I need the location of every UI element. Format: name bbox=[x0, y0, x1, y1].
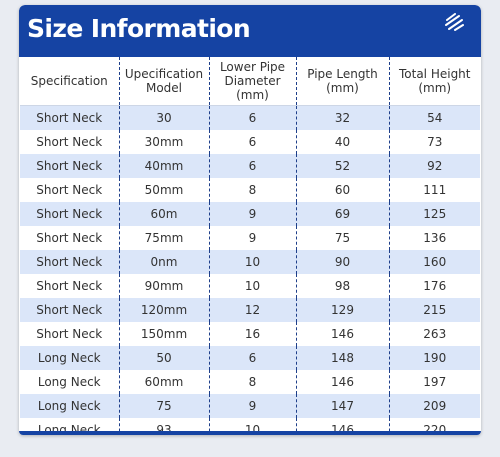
table-cell: 75 bbox=[295, 226, 389, 250]
table-row: Short Neck 60m 9 69 125 bbox=[20, 202, 480, 226]
page-title: Size Information bbox=[27, 14, 251, 43]
table-cell: 215 bbox=[388, 298, 480, 322]
table-cell: Short Neck bbox=[20, 178, 119, 202]
table-cell: 98 bbox=[295, 274, 389, 298]
column-header: Pipe Length (mm) bbox=[295, 57, 389, 106]
table-cell: 0nm bbox=[118, 250, 209, 274]
table-row: Long Neck 50 6 148 190 bbox=[20, 346, 480, 370]
table-cell: 30mm bbox=[118, 130, 209, 154]
table-cell: 209 bbox=[388, 394, 480, 418]
table-cell: 10 bbox=[208, 418, 296, 435]
table-cell: 136 bbox=[388, 226, 480, 250]
table-cell: 60m bbox=[118, 202, 209, 226]
column-header: Specification bbox=[20, 57, 119, 106]
table-cell: Long Neck bbox=[20, 370, 119, 394]
table-cell: 73 bbox=[388, 130, 480, 154]
table-row: Short Neck 150mm 16 146 263 bbox=[20, 322, 480, 346]
table-cell: 146 bbox=[295, 322, 389, 346]
table-cell: Short Neck bbox=[20, 250, 119, 274]
table-row: Short Neck 0nm 10 90 160 bbox=[20, 250, 480, 274]
table-cell: Short Neck bbox=[20, 298, 119, 322]
table-cell: 12 bbox=[208, 298, 296, 322]
table-cell: 125 bbox=[388, 202, 480, 226]
table-cell: 8 bbox=[208, 178, 296, 202]
table-cell: 10 bbox=[208, 250, 296, 274]
table-cell: Short Neck bbox=[20, 105, 119, 130]
size-info-card: Size Information Specification Upecifica… bbox=[19, 5, 481, 435]
table-cell: 30 bbox=[118, 105, 209, 130]
table-cell: 32 bbox=[295, 105, 389, 130]
table-cell: 190 bbox=[388, 346, 480, 370]
table-row: Short Neck 40mm 6 52 92 bbox=[20, 154, 480, 178]
column-header: Upecification Model bbox=[118, 57, 209, 106]
table-row: Short Neck 120mm 12 129 215 bbox=[20, 298, 480, 322]
table-cell: 197 bbox=[388, 370, 480, 394]
table-cell: Short Neck bbox=[20, 202, 119, 226]
table-cell: 60 bbox=[295, 178, 389, 202]
table-cell: 10 bbox=[208, 274, 296, 298]
table-cell: 60mm bbox=[118, 370, 209, 394]
table-cell: Short Neck bbox=[20, 130, 119, 154]
table-cell: 40mm bbox=[118, 154, 209, 178]
table-row: Long Neck 60mm 8 146 197 bbox=[20, 370, 480, 394]
table-cell: Short Neck bbox=[20, 226, 119, 250]
table-cell: Long Neck bbox=[20, 394, 119, 418]
header-bar: Size Information bbox=[19, 5, 481, 57]
table-cell: 8 bbox=[208, 370, 296, 394]
table-cell: 50mm bbox=[118, 178, 209, 202]
table-cell: 176 bbox=[388, 274, 480, 298]
table-row: Short Neck 30 6 32 54 bbox=[20, 105, 480, 130]
table-cell: Short Neck bbox=[20, 154, 119, 178]
table-row: Long Neck 75 9 147 209 bbox=[20, 394, 480, 418]
striped-emblem-icon bbox=[445, 13, 464, 31]
table-cell: 146 bbox=[295, 370, 389, 394]
table-cell: 6 bbox=[208, 346, 296, 370]
table-cell: 111 bbox=[388, 178, 480, 202]
table-cell: 120mm bbox=[118, 298, 209, 322]
table-cell: 6 bbox=[208, 130, 296, 154]
table-cell: Long Neck bbox=[20, 346, 119, 370]
table-row: Short Neck 75mm 9 75 136 bbox=[20, 226, 480, 250]
table-cell: 90mm bbox=[118, 274, 209, 298]
footer-bar bbox=[19, 431, 481, 435]
column-header: Lower Pipe Diameter (mm) bbox=[208, 57, 296, 106]
table-cell: 148 bbox=[295, 346, 389, 370]
table-cell: 150mm bbox=[118, 322, 209, 346]
table-cell: 220 bbox=[388, 418, 480, 435]
table-row: Short Neck 50mm 8 60 111 bbox=[20, 178, 480, 202]
table-header-row: Specification Upecification Model Lower … bbox=[20, 57, 480, 106]
size-table: Specification Upecification Model Lower … bbox=[20, 57, 480, 435]
table-cell: 6 bbox=[208, 154, 296, 178]
table-cell: 50 bbox=[118, 346, 209, 370]
table-cell: 9 bbox=[208, 226, 296, 250]
table-cell: 52 bbox=[295, 154, 389, 178]
table-cell: 147 bbox=[295, 394, 389, 418]
table-cell: 54 bbox=[388, 105, 480, 130]
table-cell: 16 bbox=[208, 322, 296, 346]
table-cell: 75mm bbox=[118, 226, 209, 250]
table-cell: 9 bbox=[208, 202, 296, 226]
table-cell: Short Neck bbox=[20, 274, 119, 298]
table-cell: 6 bbox=[208, 105, 296, 130]
table-row: Short Neck 30mm 6 40 73 bbox=[20, 130, 480, 154]
table-cell: 160 bbox=[388, 250, 480, 274]
table-cell: 69 bbox=[295, 202, 389, 226]
column-header: Total Height (mm) bbox=[388, 57, 480, 106]
table-row: Short Neck 90mm 10 98 176 bbox=[20, 274, 480, 298]
table-cell: 92 bbox=[388, 154, 480, 178]
table-cell: 90 bbox=[295, 250, 389, 274]
table-cell: Short Neck bbox=[20, 322, 119, 346]
table-cell: 129 bbox=[295, 298, 389, 322]
table-cell: 75 bbox=[118, 394, 209, 418]
table-cell: 9 bbox=[208, 394, 296, 418]
table-cell: 40 bbox=[295, 130, 389, 154]
table-cell: 263 bbox=[388, 322, 480, 346]
